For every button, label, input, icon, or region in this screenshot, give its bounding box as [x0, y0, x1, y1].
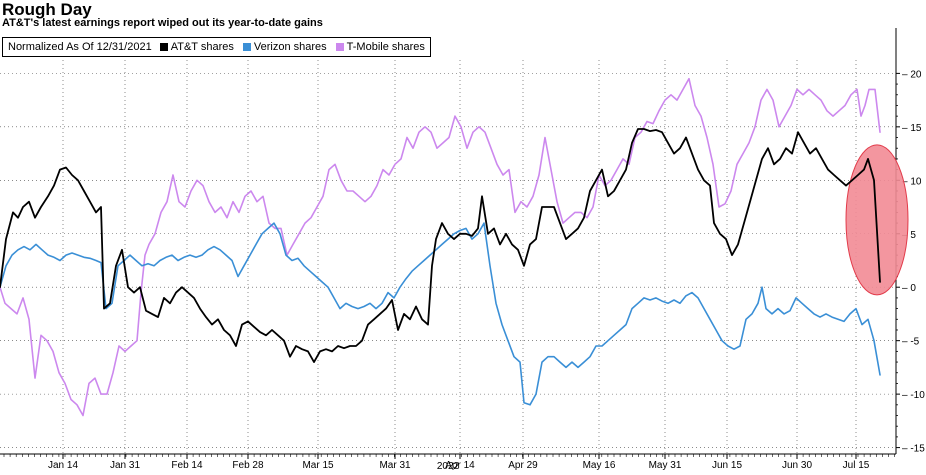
y-tick-label: – 15 — [902, 123, 922, 134]
x-tick-label: May 16 — [583, 460, 616, 471]
legend-label-verizon: Verizon shares — [253, 41, 327, 53]
x-tick-label: Mar 31 — [379, 460, 411, 471]
x-year-label: 2022 — [437, 461, 460, 472]
series-layer — [0, 77, 881, 417]
x-tick-label: Jun 15 — [712, 460, 742, 471]
x-tick-label: Mar 15 — [302, 460, 334, 471]
chart-title: Rough Day — [2, 0, 92, 19]
legend-label-att: AT&T shares — [170, 41, 234, 53]
tmobile-line — [0, 77, 881, 417]
x-tick-label: Apr 29 — [508, 460, 538, 471]
x-tick-label: Apr 14 — [445, 460, 475, 471]
x-tick-label: May 31 — [649, 460, 682, 471]
y-tick-label: – -5 — [902, 337, 920, 348]
x-tick-label: Jul 15 — [843, 460, 870, 471]
x-tick-label: Feb 14 — [171, 460, 203, 471]
y-tick-label: – -15 — [902, 444, 925, 455]
y-tick-label: – -10 — [902, 390, 925, 401]
att-line — [0, 128, 881, 363]
x-tick-label: Feb 28 — [232, 460, 264, 471]
y-tick-label: – 0 — [902, 283, 916, 294]
legend-item-att: AT&T shares — [159, 41, 234, 53]
legend-swatch-att — [159, 43, 168, 51]
grid-lines — [0, 60, 896, 454]
legend-item-tmobile: T-Mobile shares — [335, 41, 425, 53]
chart-subtitle: AT&T's latest earnings report wiped out … — [2, 17, 323, 29]
legend-swatch-verizon — [242, 43, 251, 51]
x-tick-label: Jan 31 — [110, 460, 140, 471]
y-tick-label: – 5 — [902, 230, 916, 241]
x-tick-label: Jan 14 — [48, 460, 78, 471]
verizon-line — [0, 222, 881, 406]
legend: Normalized As Of 12/31/2021 AT&T shares … — [2, 37, 431, 57]
y-tick-label: – 10 — [902, 176, 922, 187]
legend-label-tmobile: T-Mobile shares — [346, 41, 425, 53]
legend-swatch-tmobile — [335, 43, 344, 51]
y-tick-label: – 20 — [902, 69, 922, 80]
legend-normalized-label: Normalized As Of 12/31/2021 — [8, 41, 152, 53]
legend-item-verizon: Verizon shares — [242, 41, 327, 53]
x-tick-label: Jun 30 — [782, 460, 812, 471]
x-axis: Jan 14 Jan 31 Feb 14 Feb 28 Mar 15 Mar 31 Apr … — [0, 453, 896, 472]
